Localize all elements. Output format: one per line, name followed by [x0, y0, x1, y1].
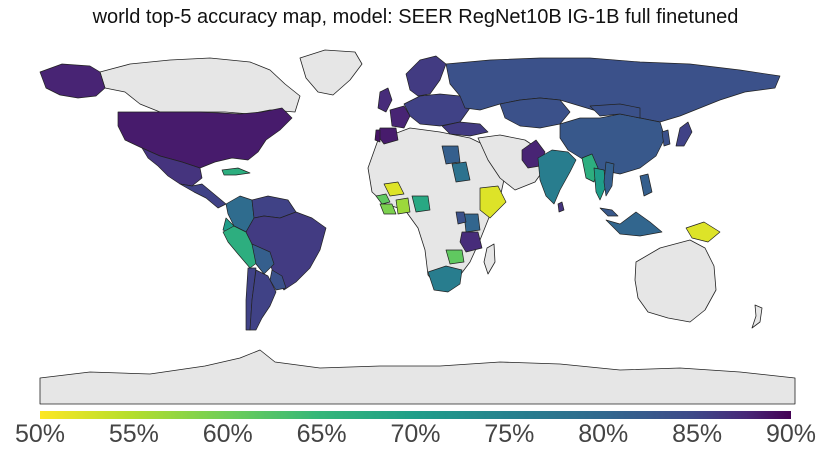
region-nigeria	[411, 195, 431, 213]
region-tanzania	[459, 231, 483, 253]
region-mali	[383, 181, 405, 197]
region-egypt	[441, 145, 461, 165]
region-mongolia	[589, 103, 641, 119]
region-central-america	[179, 183, 227, 209]
region-uk	[377, 87, 393, 113]
region-senegal	[375, 193, 391, 205]
region-ethiopia	[479, 185, 507, 219]
region-paraguay	[269, 269, 287, 291]
region-india	[537, 149, 577, 205]
colorbar-tick-label: 50%	[14, 420, 66, 448]
region-alaska	[39, 63, 106, 99]
colorbar-tick-label: 80%	[578, 420, 629, 448]
greenland	[299, 49, 363, 96]
region-indonesia	[605, 211, 663, 237]
region-papua-new-guinea	[685, 221, 721, 243]
region-usa	[117, 107, 293, 169]
region-sri-lanka	[557, 201, 565, 213]
region-kenya	[463, 213, 481, 233]
scored-regions	[39, 55, 781, 331]
region-philippines	[639, 173, 653, 197]
region-bolivia	[251, 243, 275, 275]
region-zambia	[445, 249, 465, 265]
region-korea	[661, 129, 671, 147]
region-vietnam	[603, 161, 615, 197]
colorbar-tick-label: 75%	[484, 420, 535, 448]
australia	[634, 239, 717, 323]
colorbar-tick-label: 85%	[672, 420, 723, 448]
region-portugal	[374, 129, 381, 143]
region-thailand	[593, 167, 607, 201]
region-uganda	[455, 211, 467, 225]
canada	[99, 57, 301, 115]
region-kazakhstan	[499, 97, 571, 129]
colorbar-tick-label: 70%	[390, 420, 441, 448]
region-argentina	[249, 269, 277, 331]
antarctica	[39, 349, 796, 405]
colorbar	[40, 411, 791, 419]
region-japan	[675, 121, 693, 147]
region-france	[389, 105, 411, 129]
new-zealand	[751, 304, 763, 329]
region-sudan	[451, 161, 471, 183]
region-ghana	[395, 197, 411, 215]
region-south-africa	[427, 265, 463, 293]
colorbar-tick-label: 90%	[765, 420, 817, 448]
region-scandinavia	[405, 55, 447, 97]
region-brazil	[245, 211, 327, 291]
map-title: world top-5 accuracy map, model: SEER Re…	[92, 6, 739, 28]
region-guinea	[379, 203, 397, 215]
colorbar-tick-label: 65%	[296, 420, 347, 448]
region-malaysia	[599, 207, 619, 217]
colorbar-tick-label: 60%	[202, 420, 253, 448]
colorbar-tick-label: 55%	[108, 420, 159, 448]
madagascar	[483, 243, 496, 275]
region-turkey	[441, 121, 489, 137]
region-caribbean	[221, 167, 251, 176]
region-europe	[403, 93, 471, 127]
